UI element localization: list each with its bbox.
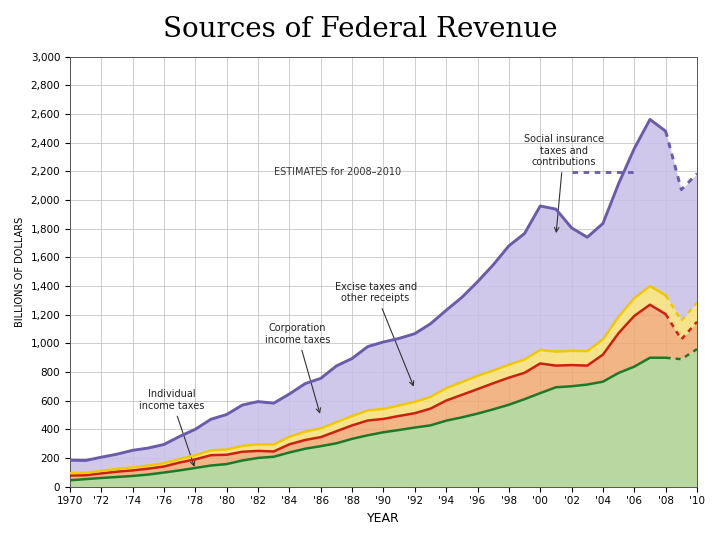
Text: Excise taxes and
other receipts: Excise taxes and other receipts	[335, 282, 417, 386]
X-axis label: YEAR: YEAR	[367, 512, 400, 525]
Text: Social insurance
taxes and
contributions: Social insurance taxes and contributions	[523, 134, 604, 232]
Text: Sources of Federal Revenue: Sources of Federal Revenue	[163, 16, 557, 43]
Y-axis label: BILLIONS OF DOLLARS: BILLIONS OF DOLLARS	[15, 217, 25, 327]
Text: ESTIMATES for 2008–2010: ESTIMATES for 2008–2010	[274, 167, 407, 177]
Text: Corporation
income taxes: Corporation income taxes	[264, 323, 330, 413]
Text: Individual
income taxes: Individual income taxes	[139, 389, 204, 465]
